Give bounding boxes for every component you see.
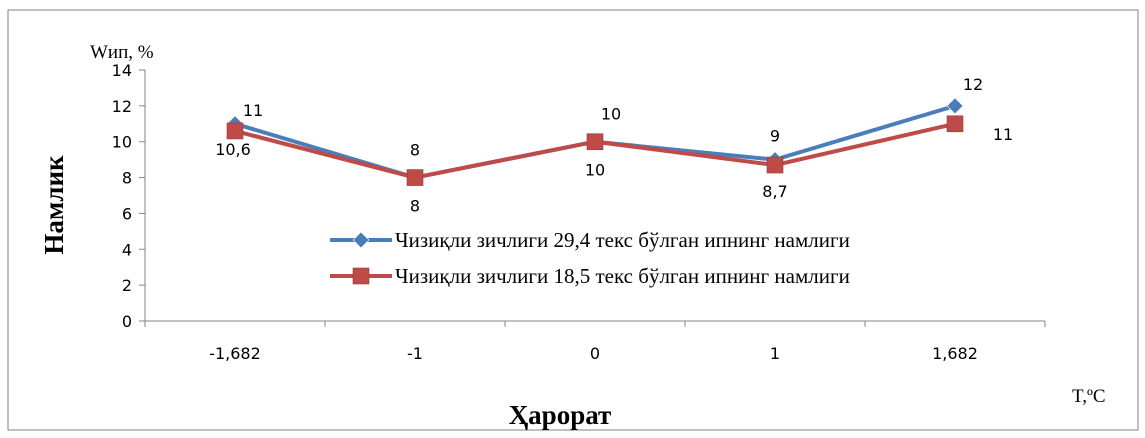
x-tick-label: -1,682 xyxy=(209,344,261,363)
x-tick-label: -1 xyxy=(407,344,423,363)
y-axis-title: Намлик xyxy=(39,155,69,255)
series-2-point xyxy=(766,156,784,174)
y-tick-label: 4 xyxy=(122,240,132,259)
series-1-data-label: 11 xyxy=(243,101,263,120)
series-1-data-label: 8 xyxy=(410,141,420,160)
legend-label-1: Чизиқли зичлиги 29,4 текс бўлган ипнинг … xyxy=(395,228,850,252)
y-tick-label: 12 xyxy=(112,97,132,116)
y-tick-label: 8 xyxy=(122,169,132,188)
x-axis-title: Ҳарорат xyxy=(509,400,612,430)
series-2-data-label: 10,6 xyxy=(215,140,251,159)
data-labels: 11 8 10 9 12 10,6 8 10 8,7 11 xyxy=(215,75,1013,216)
legend: Чизиқли зичлиги 29,4 текс бўлган ипнинг … xyxy=(330,228,850,288)
series-layer xyxy=(226,97,964,186)
series-2-point xyxy=(946,115,964,133)
x-tick-label: 1 xyxy=(770,344,780,363)
y-unit-label: Wип, % xyxy=(90,42,154,63)
y-tick-label: 0 xyxy=(122,312,132,331)
legend-marker-1 xyxy=(352,231,370,249)
y-tick-label: 2 xyxy=(122,276,132,295)
axes xyxy=(144,70,1045,322)
x-tick-label: 0 xyxy=(590,344,600,363)
series-2-point xyxy=(586,133,604,151)
series-1-data-label: 12 xyxy=(963,75,983,94)
series-2-data-label: 8 xyxy=(410,197,420,216)
series-2-point xyxy=(226,122,244,140)
series-1-data-label: 10 xyxy=(601,105,621,124)
series-2-data-label: 11 xyxy=(993,125,1013,144)
y-tick-label: 14 xyxy=(112,61,132,80)
series-1-data-label: 9 xyxy=(770,127,780,146)
legend-marker-2 xyxy=(352,267,370,285)
y-ticks: 0 2 4 6 8 10 12 14 xyxy=(112,61,145,331)
x-unit-label: T,ºC xyxy=(1072,386,1106,407)
legend-label-2: Чизиқли зичлиги 18,5 текс бўлган ипнинг … xyxy=(395,264,850,288)
series-2-point xyxy=(406,169,424,186)
x-ticks: -1,682 -1 0 1 1,682 xyxy=(144,321,1046,363)
x-tick-label: 1,682 xyxy=(932,344,978,363)
y-tick-label: 10 xyxy=(112,133,132,152)
y-tick-label: 6 xyxy=(122,204,132,223)
chart-border xyxy=(7,9,1139,431)
series-1-point xyxy=(946,97,964,115)
series-2-data-label: 8,7 xyxy=(762,182,787,201)
series-2-data-label: 10 xyxy=(585,161,605,180)
